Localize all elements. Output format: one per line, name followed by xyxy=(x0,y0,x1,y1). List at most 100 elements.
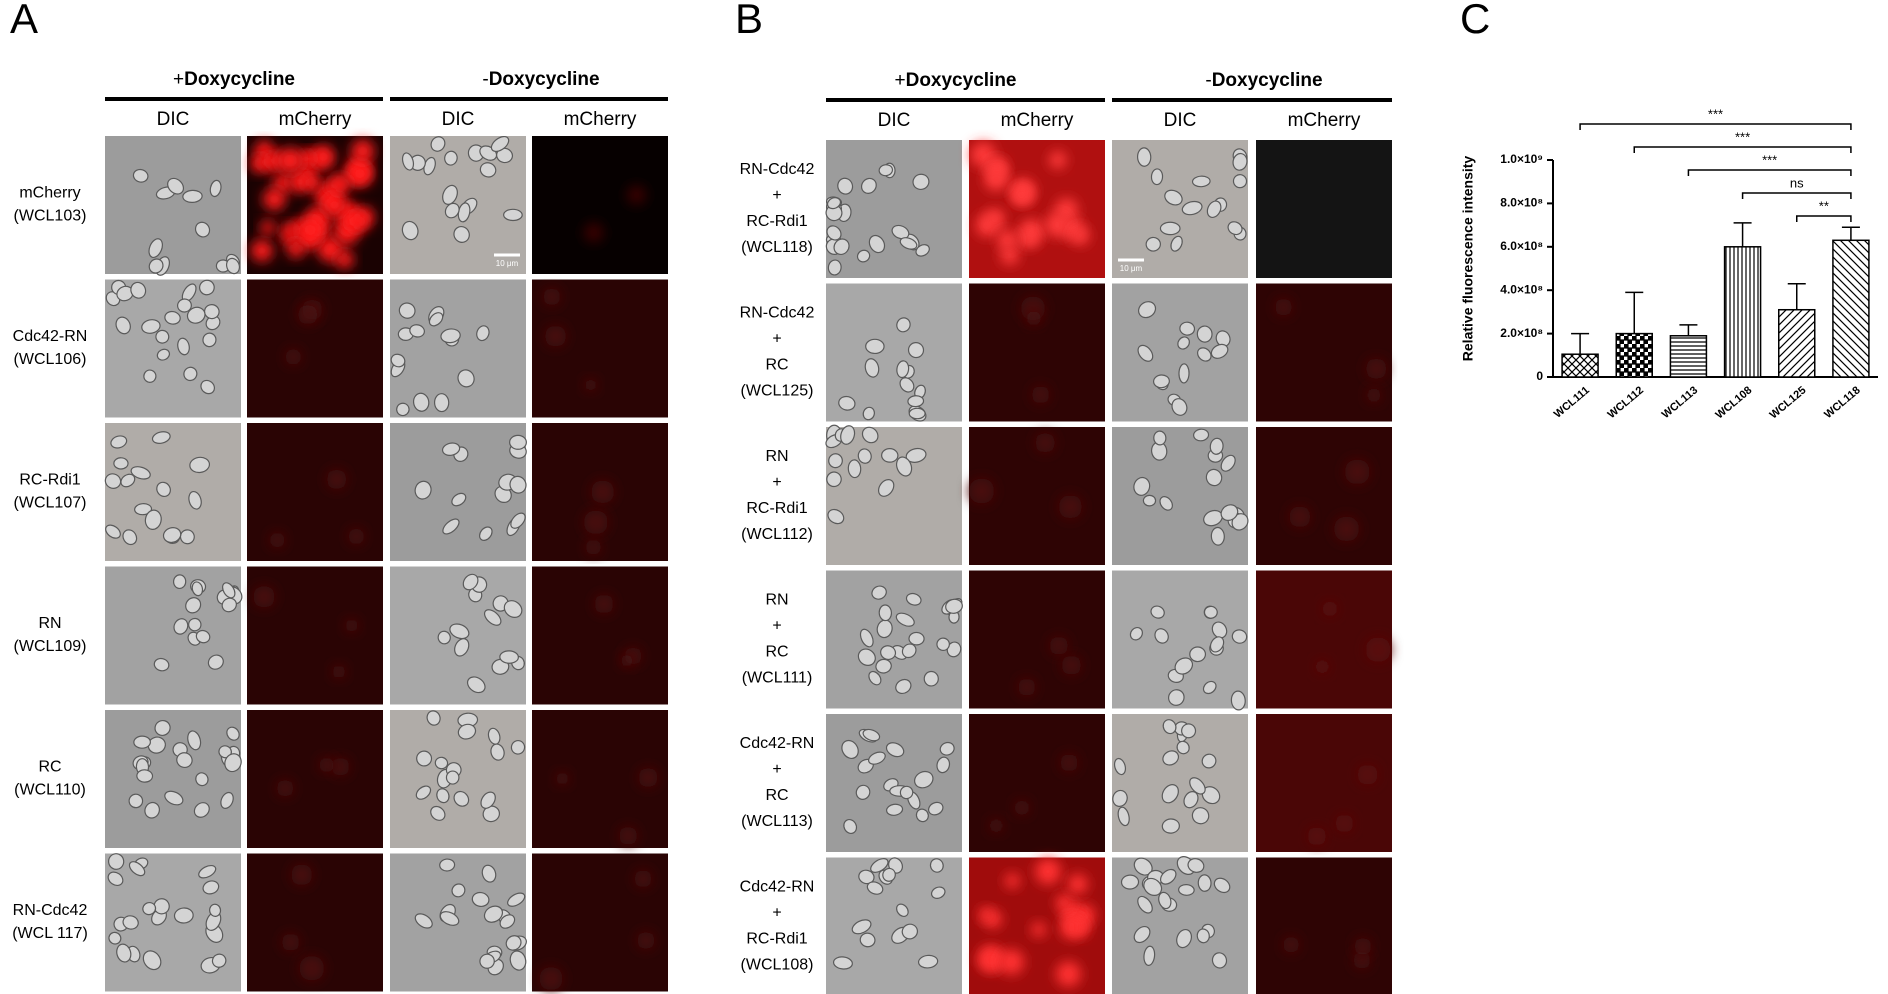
cell xyxy=(896,360,910,379)
significance-label: *** xyxy=(1708,106,1723,121)
y-tick-label: 0 xyxy=(1536,369,1543,383)
fluorescent-cell xyxy=(331,757,350,777)
significance-bracket xyxy=(1796,215,1852,222)
cell xyxy=(172,574,187,590)
significance-bracket xyxy=(1579,123,1852,130)
cell xyxy=(189,456,211,474)
fluorescence-image xyxy=(532,853,668,992)
image-bg xyxy=(826,427,962,565)
fluorescent-cell xyxy=(978,907,994,922)
cell xyxy=(116,943,132,963)
fluorescent-cell xyxy=(638,767,659,788)
cell xyxy=(1209,636,1225,653)
cell xyxy=(108,853,125,870)
cell xyxy=(885,742,905,758)
cell xyxy=(827,508,845,525)
significance-bracket xyxy=(1633,146,1852,153)
cell xyxy=(1211,621,1228,639)
row-label: mCherry xyxy=(19,185,80,202)
cell xyxy=(195,772,209,787)
row-label: RC-Rdi1 xyxy=(746,931,807,948)
fluorescent-cell xyxy=(618,826,638,846)
cell xyxy=(453,790,470,807)
fluorescence-image xyxy=(969,857,1105,994)
fluorescent-cell xyxy=(284,348,302,366)
fluorescence-image xyxy=(1256,570,1392,709)
cell xyxy=(1232,152,1248,171)
cell xyxy=(1202,680,1217,695)
cell xyxy=(1227,221,1243,236)
cell xyxy=(1112,789,1128,807)
fluorescent-cell xyxy=(980,950,1002,971)
cell xyxy=(1210,526,1225,546)
fluorescence-image xyxy=(247,853,383,992)
cell xyxy=(1133,476,1151,496)
cell xyxy=(1162,750,1180,766)
dic-image xyxy=(826,714,962,852)
cell xyxy=(430,805,446,821)
cell xyxy=(449,623,470,640)
fluorescent-cell xyxy=(555,771,570,786)
cell xyxy=(207,654,224,670)
cell xyxy=(507,892,526,907)
cell xyxy=(182,189,203,203)
cell xyxy=(1142,494,1157,507)
fluorescent-cell xyxy=(634,869,653,888)
cell xyxy=(209,179,222,198)
fluorescent-cell xyxy=(302,173,321,192)
cell xyxy=(1181,200,1203,216)
cell xyxy=(877,479,895,497)
fluorescence-image xyxy=(1256,283,1392,422)
cell xyxy=(177,298,192,313)
fluorescent-cell xyxy=(344,618,359,633)
cell xyxy=(153,657,170,672)
cell xyxy=(1220,504,1239,522)
dic-image xyxy=(826,857,962,994)
cell xyxy=(147,736,166,754)
cell xyxy=(401,152,415,171)
cell xyxy=(864,358,880,378)
fluorescent-cell xyxy=(326,469,347,490)
cell xyxy=(1153,430,1167,446)
cell xyxy=(130,281,147,299)
cell xyxy=(187,730,202,751)
cell xyxy=(1196,928,1210,944)
cell xyxy=(896,903,909,918)
cell xyxy=(144,509,162,530)
cell xyxy=(1205,468,1223,487)
cell xyxy=(828,453,843,469)
cell xyxy=(499,914,516,929)
cell xyxy=(1164,189,1183,206)
significance-label: ns xyxy=(1790,175,1804,190)
panel-letter: A xyxy=(10,0,38,42)
fluorescent-cell xyxy=(583,510,609,535)
cell xyxy=(826,197,842,210)
cell xyxy=(1159,496,1173,511)
fluorescent-cell xyxy=(1034,432,1056,453)
cell xyxy=(1210,343,1229,359)
row-label: RN-Cdc42 xyxy=(740,161,815,178)
fluorescence-image xyxy=(532,136,668,274)
dic-image xyxy=(104,423,241,561)
image-bg xyxy=(1256,570,1392,709)
cell xyxy=(917,954,939,969)
fluorescent-cell xyxy=(281,933,300,952)
cell xyxy=(142,950,162,971)
fluorescent-cell xyxy=(1321,600,1338,617)
cell xyxy=(173,618,189,635)
cell xyxy=(905,592,922,606)
cell xyxy=(1161,784,1179,804)
cell xyxy=(471,891,490,908)
dic-image xyxy=(826,570,963,709)
cell xyxy=(857,448,872,464)
error-bar xyxy=(1625,291,1644,334)
cell xyxy=(856,249,871,263)
cell xyxy=(939,741,955,756)
fluorescent-cell xyxy=(323,193,346,217)
cell xyxy=(440,328,461,344)
header-label: Doxycycline xyxy=(184,69,295,90)
fluorescent-cell xyxy=(1366,387,1382,403)
cell xyxy=(128,861,146,877)
fluorescent-cell xyxy=(269,532,286,549)
cell xyxy=(859,932,876,948)
